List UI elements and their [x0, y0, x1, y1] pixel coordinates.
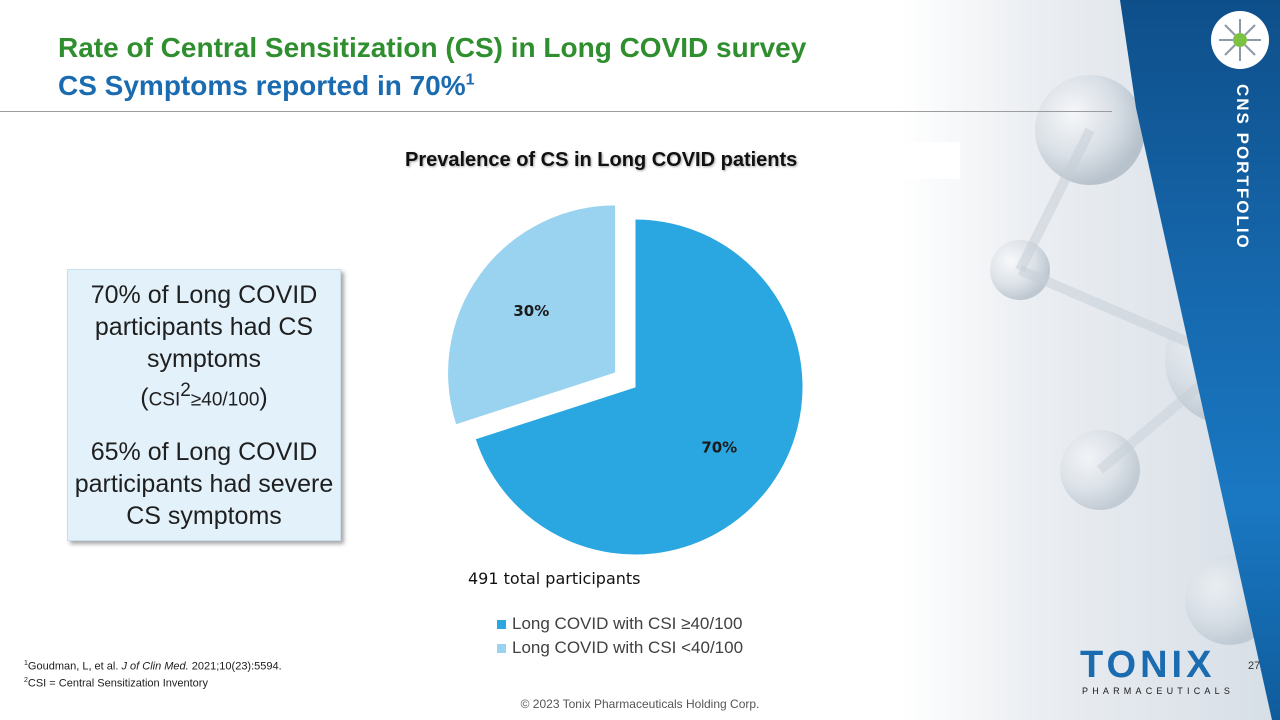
pie-slice-high-csi	[474, 218, 804, 556]
neuron-logo-icon	[1211, 11, 1269, 69]
footnote-2: 2CSI = Central Sensitization Inventory	[24, 676, 208, 690]
chart-title: Prevalence of CS in Long COVID patients	[395, 142, 960, 179]
legend-item-high-csi: Long COVID with CSI ≥40/100	[497, 612, 743, 636]
callout-line-2: 65% of Long COVID participants had sever…	[74, 438, 334, 531]
pie-label-low-csi: 30%	[513, 302, 549, 320]
title-divider	[0, 111, 1112, 112]
title-line-1: Rate of Central Sensitization (CS) in Lo…	[58, 32, 807, 63]
footnotes: 1Goudman, L, et al. J of Clin Med. 2021;…	[24, 657, 282, 690]
callout-line-1: 70% of Long COVID participants had CS sy…	[90, 281, 318, 373]
side-label: CNS PORTFOLIO	[1233, 84, 1252, 250]
summary-callout: 70% of Long COVID participants had CS sy…	[67, 269, 341, 541]
legend-swatch-high-csi	[497, 619, 506, 629]
company-logo: TONIX	[1080, 644, 1216, 686]
pie-slice-low-csi	[447, 204, 617, 426]
legend-swatch-low-csi	[497, 643, 506, 653]
footnote-1: 1Goudman, L, et al. J of Clin Med. 2021;…	[24, 660, 282, 673]
pie-label-high-csi: 70%	[701, 439, 737, 457]
pie-chart: 70% 30%	[447, 204, 804, 556]
page-number: 27	[1248, 660, 1261, 672]
callout-csi: (CSI2≥40/100)	[140, 380, 268, 412]
legend-item-low-csi: Long COVID with CSI <40/100	[497, 636, 743, 660]
copyright: © 2023 Tonix Pharmaceuticals Holding Cor…	[520, 697, 760, 711]
chart-legend: Long COVID with CSI ≥40/100 Long COVID w…	[497, 612, 743, 660]
title-line-2: CS Symptoms reported in 70%1	[58, 70, 475, 101]
company-logo-tagline: PHARMACEUTICALS	[1082, 686, 1235, 696]
participants-note: 491 total participants	[468, 569, 641, 588]
